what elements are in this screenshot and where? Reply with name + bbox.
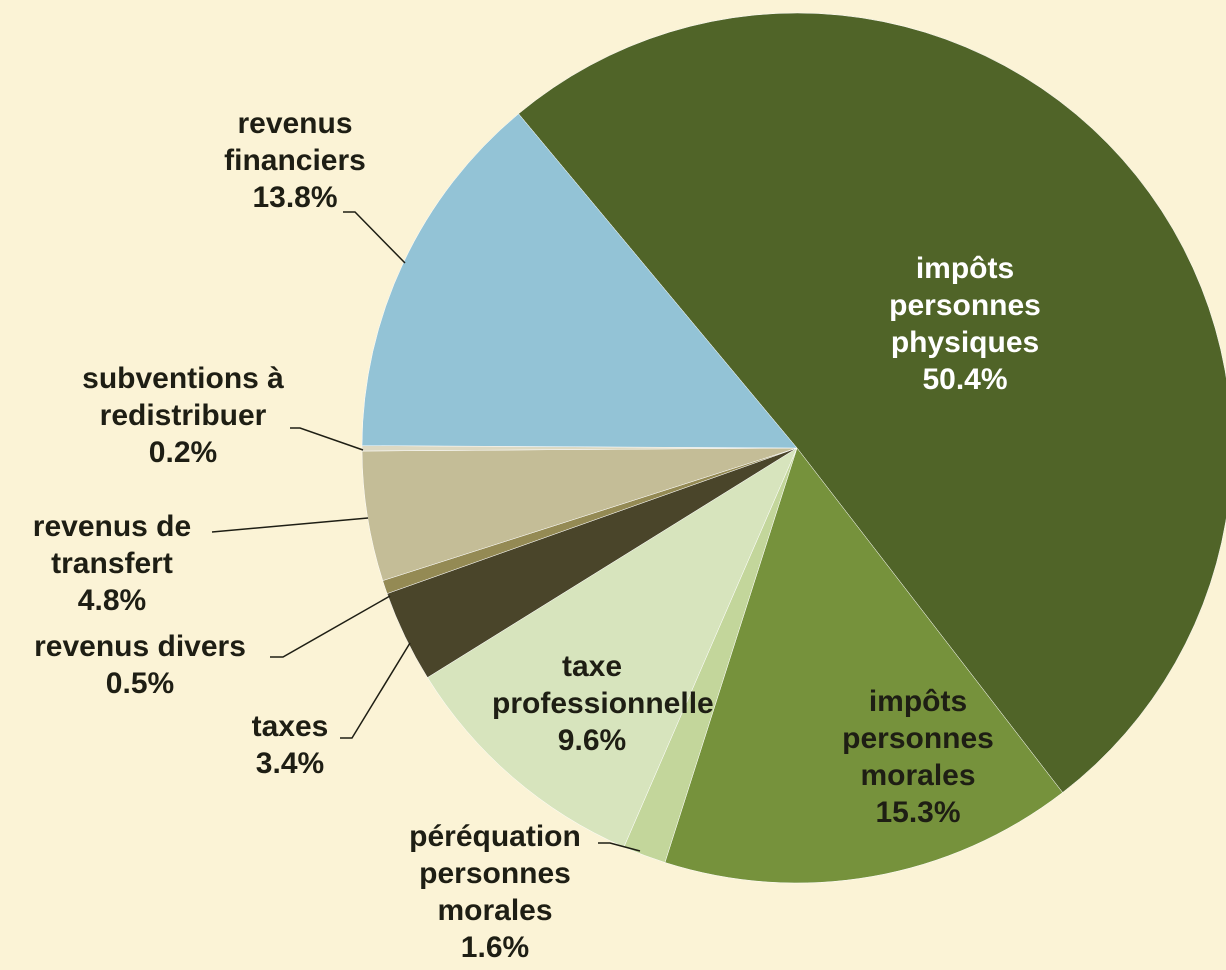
category-label: revenus divers: [34, 630, 246, 663]
value-label: 1.6%: [460, 931, 530, 964]
slice-label: revenus de transfert 4.8%: [7, 508, 217, 619]
value-label: 3.4%: [255, 747, 325, 780]
slice-label: subventions à redistribuer 0.2%: [53, 360, 313, 471]
category-label: subventions à redistribuer: [82, 362, 284, 432]
leader-line: [343, 211, 406, 264]
leader-line: [270, 595, 391, 658]
category-label: revenus financiers: [224, 107, 366, 177]
value-label: 0.2%: [148, 436, 218, 469]
category-label: impôts personnes physiques: [889, 252, 1041, 359]
leader-line: [211, 517, 369, 533]
leader-line: [290, 427, 364, 451]
value-label: 9.6%: [557, 724, 627, 757]
leader-line: [598, 842, 641, 852]
slice-label: taxes 3.4%: [215, 708, 365, 782]
value-label: 15.3%: [875, 796, 961, 829]
value-label: 0.5%: [105, 667, 175, 700]
slice-label: taxe professionnelle 9.6%: [492, 648, 714, 759]
category-label: taxe professionnelle: [492, 650, 714, 720]
category-label: impôts personnes morales: [842, 685, 994, 792]
slice-label: impôts personnes morales 15.3%: [818, 683, 1018, 831]
slice-label: péréquation personnes morales 1.6%: [385, 818, 605, 966]
value-label: 50.4%: [922, 363, 1008, 396]
value-label: 13.8%: [252, 181, 338, 214]
pie-slice: [427, 447, 798, 848]
slice-label: revenus divers 0.5%: [5, 628, 275, 702]
pie-slice: [518, 12, 1226, 793]
pie-slice: [664, 447, 1063, 884]
value-label: 4.8%: [77, 584, 147, 617]
category-label: péréquation personnes morales: [409, 820, 581, 927]
leader-line: [340, 642, 411, 739]
category-label: revenus de transfert: [32, 510, 192, 580]
category-label: taxes: [251, 710, 329, 743]
slice-label: revenus financiers 13.8%: [200, 105, 390, 216]
slice-label: impôts personnes physiques 50.4%: [865, 250, 1065, 398]
